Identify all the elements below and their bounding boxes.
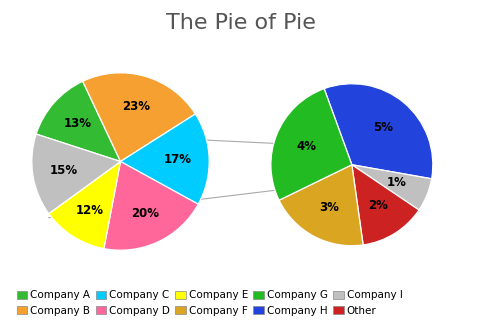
Text: 13%: 13% — [63, 117, 91, 130]
Text: 15%: 15% — [50, 164, 78, 177]
Wedge shape — [324, 84, 433, 179]
Text: 3%: 3% — [319, 201, 339, 214]
Text: 5%: 5% — [373, 121, 393, 134]
Wedge shape — [352, 165, 419, 245]
Wedge shape — [83, 73, 195, 162]
Text: 4%: 4% — [297, 140, 317, 153]
Wedge shape — [36, 81, 120, 162]
Text: 17%: 17% — [164, 153, 192, 166]
Wedge shape — [120, 114, 209, 204]
Wedge shape — [104, 162, 198, 250]
Wedge shape — [32, 134, 120, 214]
Legend: Company A, Company B, Company C, Company D, Company E, Company F, Company G, Com: Company A, Company B, Company C, Company… — [15, 288, 405, 318]
Text: 12%: 12% — [76, 204, 104, 217]
Wedge shape — [271, 89, 352, 200]
Text: The Pie of Pie: The Pie of Pie — [166, 13, 316, 33]
Wedge shape — [352, 165, 431, 210]
Text: 2%: 2% — [368, 199, 388, 213]
Text: 1%: 1% — [387, 176, 407, 189]
Wedge shape — [279, 165, 363, 246]
Text: 20%: 20% — [131, 207, 159, 220]
Wedge shape — [49, 162, 120, 249]
Text: 23%: 23% — [122, 99, 150, 113]
